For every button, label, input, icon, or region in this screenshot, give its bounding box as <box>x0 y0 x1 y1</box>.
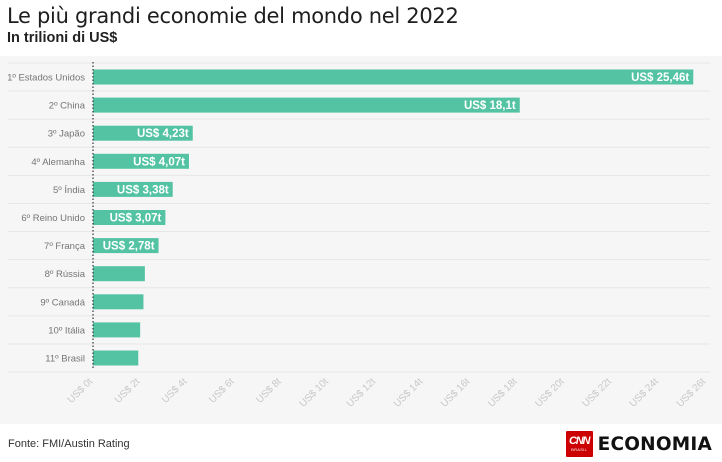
category-label: 11º Brasil <box>45 354 85 365</box>
bar <box>93 294 144 310</box>
axis-layer: US$ 0t US$ 2t US$ 4t US$ 6t US$ 8t US$ 10t US$… <box>66 62 708 410</box>
bar <box>93 238 159 254</box>
category-label: 10º Itália <box>48 325 85 336</box>
category-label: 4º Alemanha <box>31 157 85 168</box>
data-label: US$ 2,78t <box>103 241 155 253</box>
x-tick-label: US$ 0t <box>66 376 96 406</box>
bar <box>93 97 520 113</box>
category-label: 7º França <box>44 241 86 252</box>
bar <box>93 350 139 366</box>
grid-layer <box>8 62 710 373</box>
category-label: 5º Índia <box>53 185 86 196</box>
x-tick-label: US$ 14t <box>392 376 425 409</box>
x-tick-label: US$ 10t <box>298 376 331 409</box>
bar <box>93 181 173 197</box>
category-label: 2º China <box>49 101 86 112</box>
bar <box>93 266 145 282</box>
bar <box>93 210 166 225</box>
x-tick-label: US$ 16t <box>439 376 472 409</box>
bar <box>93 322 141 338</box>
x-tick-label: US$ 6t <box>207 376 237 406</box>
data-label: US$ 18,1t <box>464 100 516 112</box>
cnn-logo-text: CNN <box>569 435 590 447</box>
category-label: 8º Rússia <box>45 269 86 280</box>
data-label: US$ 3,07t <box>110 213 162 225</box>
x-tick-label: US$ 20t <box>533 376 566 409</box>
category-label: 1º Estados Unidos <box>7 73 85 84</box>
brand-logo: CNN BRASIL ECONOMIA <box>565 431 712 457</box>
bar <box>93 125 193 141</box>
x-tick-label: US$ 12t <box>345 376 378 409</box>
x-tick-label: US$ 18t <box>486 376 519 409</box>
category-label: 6º Reino Unido <box>21 213 85 224</box>
data-label: US$ 4,07t <box>133 156 185 168</box>
x-tick-label: US$ 8t <box>254 376 284 406</box>
x-tick-label: US$ 2t <box>113 376 143 406</box>
x-tick-label: US$ 26t <box>675 376 708 409</box>
cnn-logo-subtext: BRASIL <box>571 447 588 452</box>
chart-title: Le più grandi economie del mondo nel 202… <box>7 4 459 28</box>
chart-subtitle: In trilioni di US$ <box>7 30 118 46</box>
label-layer: 1º Estados Unidos US$ 25,46t 2º China US$ 1… <box>7 72 689 365</box>
category-label: 3º Japão <box>48 129 85 140</box>
x-tick-label: US$ 22t <box>580 376 613 409</box>
data-label: US$ 25,46t <box>631 72 689 84</box>
category-label: 9º Canadá <box>40 297 85 308</box>
x-tick-label: US$ 24t <box>628 376 661 409</box>
bar <box>93 69 694 85</box>
source-note: Fonte: FMI/Austin Rating <box>8 438 130 450</box>
bar-layer <box>93 69 694 366</box>
cnn-logo: CNN BRASIL <box>565 431 593 457</box>
data-label: US$ 3,38t <box>117 184 169 196</box>
x-tick-label: US$ 4t <box>160 376 190 406</box>
economia-wordmark: ECONOMIA <box>597 433 712 455</box>
data-label: US$ 4,23t <box>137 128 189 140</box>
bar <box>93 153 189 169</box>
